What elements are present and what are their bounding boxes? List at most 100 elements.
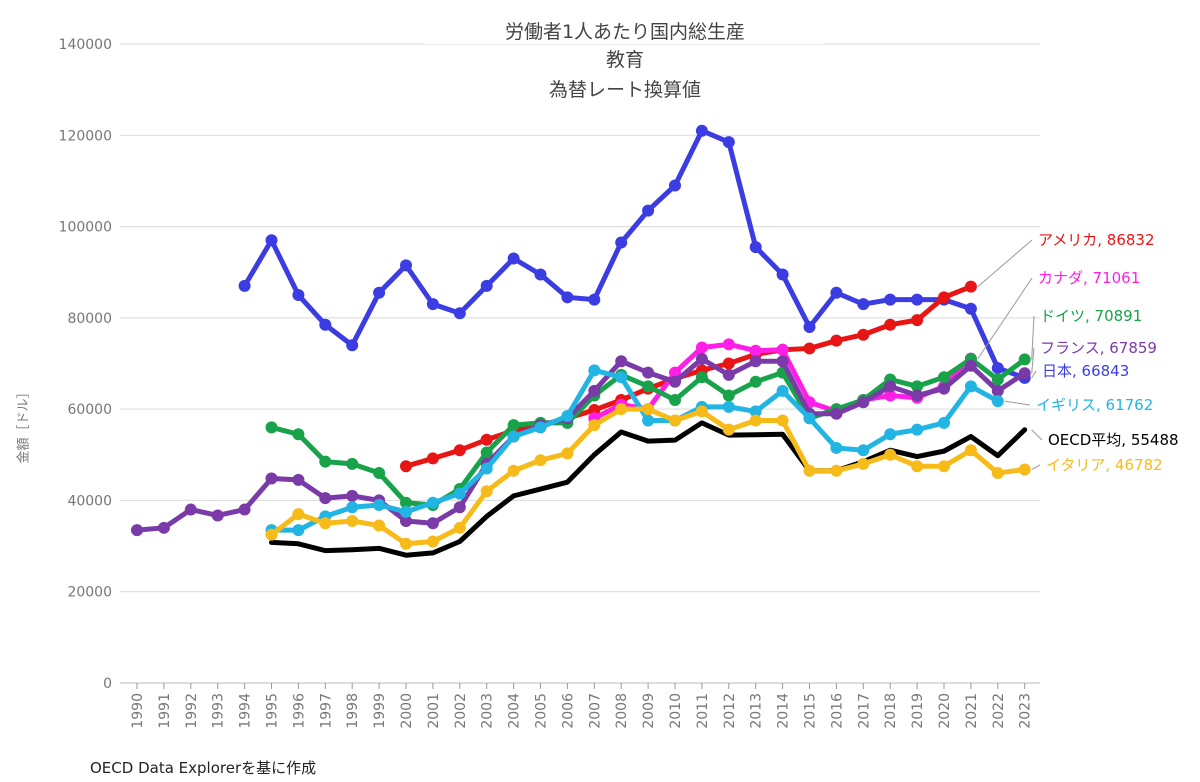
data-point-イギリス [830, 441, 843, 454]
data-point-アメリカ [722, 357, 735, 370]
series-label-イギリス: イギリス, 61762 [1036, 396, 1153, 414]
data-point-イギリス [722, 400, 735, 413]
data-point-イギリス [400, 505, 412, 518]
series-line-アメリカ [403, 284, 974, 469]
data-point-イタリア [695, 405, 708, 418]
data-point-カナダ [669, 366, 681, 379]
data-point-イタリア [480, 485, 493, 498]
data-point-フランス [669, 375, 681, 388]
x-tick-label: 2011 [695, 693, 711, 729]
series-label-ドイツ: ドイツ, 70891 [1040, 307, 1142, 325]
data-point-フランス [400, 514, 412, 527]
label-leader-イタリア [1031, 464, 1041, 470]
data-point-ドイツ [669, 394, 681, 407]
data-point-ドイツ [722, 389, 735, 402]
data-point-イタリア [749, 414, 762, 427]
data-point-ドイツ [938, 371, 950, 384]
x-tick-label: 2017 [856, 693, 872, 729]
data-point-フランス [911, 389, 924, 402]
label-leader-日本 [1031, 370, 1037, 379]
x-tick-label: 2000 [399, 693, 415, 729]
data-point-日本 [534, 268, 547, 281]
y-tick-label: 100000 [59, 220, 112, 236]
data-point-イタリア [265, 528, 278, 541]
data-point-日本 [292, 289, 305, 302]
data-point-フランス [426, 517, 439, 530]
data-point-日本 [453, 307, 466, 320]
data-point-アメリカ [911, 314, 924, 327]
data-point-日本 [265, 234, 278, 247]
data-point-イタリア [615, 403, 628, 416]
data-point-日本 [991, 362, 1004, 375]
x-tick-label: 2014 [776, 693, 792, 729]
x-tick-label: 2005 [534, 693, 550, 729]
data-point-アメリカ [938, 291, 950, 304]
data-point-フランス [265, 472, 278, 485]
data-point-ドイツ [292, 428, 305, 441]
series-line-イギリス [269, 367, 1001, 533]
data-point-フランス [157, 521, 170, 534]
x-tick-label: 1990 [130, 693, 146, 729]
data-point-アメリカ [884, 318, 897, 331]
data-point-アメリカ [964, 280, 977, 293]
series-line-OECD平均 [269, 420, 1028, 558]
data-point-ドイツ [373, 467, 386, 480]
data-point-日本 [722, 136, 735, 149]
data-point-フランス [857, 396, 870, 409]
data-point-イタリア [776, 414, 789, 427]
data-point-アメリカ [588, 404, 601, 417]
label-leader-イギリス [1004, 400, 1031, 406]
y-axis-ticks: 0 20000 40000 60000 80000 100000 120000 140000 [59, 37, 112, 692]
data-point-アメリカ [480, 433, 493, 446]
data-point-日本 [749, 241, 762, 254]
data-point-イタリア [507, 464, 520, 477]
x-tick-label: 1992 [184, 693, 200, 729]
data-point-日本 [884, 293, 897, 306]
data-point-フランス [1018, 367, 1031, 380]
data-point-イタリア [669, 414, 681, 427]
label-leader-OECD平均 [1031, 429, 1043, 441]
data-point-日本 [561, 291, 574, 304]
data-point-イタリア [373, 519, 386, 532]
source-note: OECD Data Explorerを基に作成 [90, 759, 317, 777]
data-point-イギリス [938, 416, 950, 429]
data-point-フランス [749, 355, 762, 368]
data-point-アメリカ [426, 452, 439, 465]
label-leader-カナダ [977, 277, 1033, 359]
data-point-日本 [507, 252, 520, 265]
gridlines [120, 43, 1040, 684]
data-point-ドイツ [480, 446, 493, 459]
data-point-フランス [938, 382, 950, 395]
series-line-フランス [134, 356, 1028, 533]
data-point-フランス [184, 503, 197, 516]
x-axis-ticks: 1990 1991 1992 1993 1994 1995 1996 1997 1998 1999… [130, 683, 1034, 729]
data-point-日本 [695, 124, 708, 137]
data-point-フランス [695, 352, 708, 365]
x-tick-label: 1996 [291, 693, 307, 729]
data-point-アメリカ [803, 342, 816, 355]
data-point-イタリア [938, 460, 950, 473]
x-tick-label: 2018 [883, 693, 899, 729]
x-tick-label: 2015 [803, 693, 819, 729]
data-point-日本 [776, 268, 789, 281]
data-point-日本 [830, 286, 843, 299]
y-tick-label: 0 [103, 676, 112, 692]
data-point-フランス [776, 355, 789, 368]
data-point-イタリア [830, 464, 843, 477]
data-point-イギリス [884, 428, 897, 441]
data-point-日本 [319, 318, 332, 331]
label-leader-フランス [1031, 347, 1035, 374]
x-tick-label: 2009 [641, 693, 657, 729]
data-point-フランス [319, 492, 332, 505]
x-tick-label: 2008 [614, 693, 630, 729]
x-tick-label: 1994 [238, 693, 254, 729]
data-point-カナダ [749, 344, 762, 357]
x-tick-label: 2013 [749, 693, 765, 729]
data-point-日本 [400, 259, 412, 272]
data-point-カナダ [695, 341, 708, 354]
data-point-イタリア [911, 460, 924, 473]
chart-subtitle-2: 為替レート換算値 [425, 75, 825, 102]
data-point-イタリア [991, 467, 1004, 480]
x-tick-label: 2012 [722, 693, 738, 729]
